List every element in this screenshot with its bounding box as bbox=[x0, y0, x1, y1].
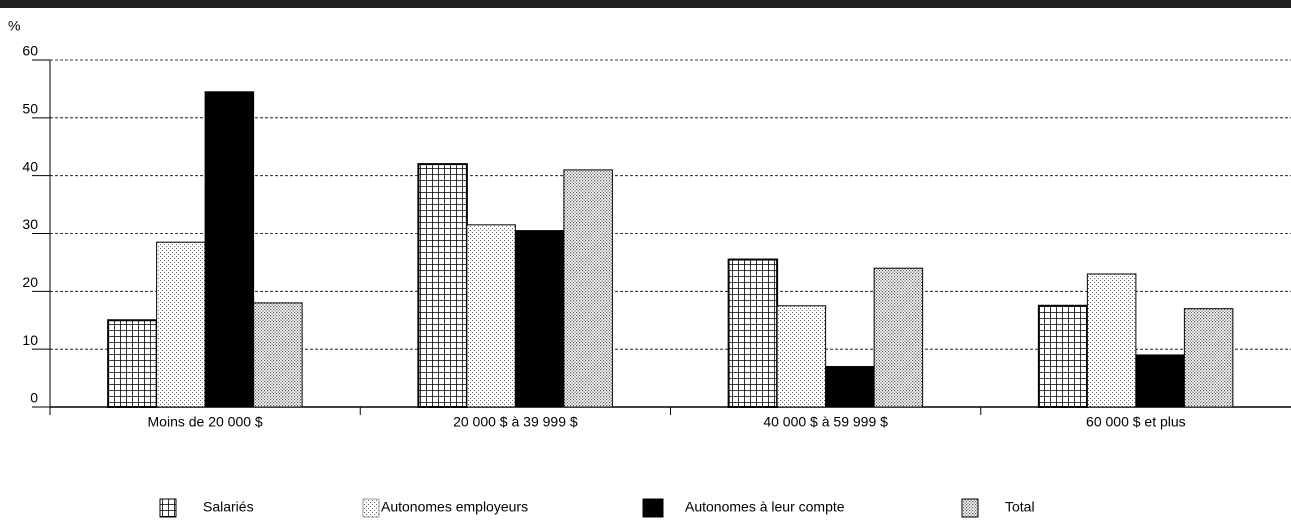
bar bbox=[873, 267, 924, 408]
legend-label: Autonomes employeurs bbox=[381, 499, 528, 515]
y-tick-label: 60 bbox=[22, 43, 38, 59]
y-tick-label: 50 bbox=[22, 101, 38, 117]
y-tick-label: 40 bbox=[22, 158, 38, 174]
y-axis-label: % bbox=[8, 18, 20, 34]
bar bbox=[156, 241, 206, 408]
y-tick-label: 10 bbox=[22, 332, 38, 348]
top-rule bbox=[0, 0, 1291, 8]
bar bbox=[107, 319, 158, 408]
bar bbox=[825, 366, 875, 408]
legend-swatch bbox=[362, 498, 380, 518]
bar bbox=[1086, 273, 1137, 408]
x-tick-label: 20 000 $ à 39 999 $ bbox=[453, 414, 578, 430]
x-tick-label: Moins de 20 000 $ bbox=[148, 414, 263, 430]
legend-label: Autonomes à leur compte bbox=[685, 499, 845, 515]
legend-label: Total bbox=[1005, 499, 1035, 515]
bar bbox=[466, 224, 516, 408]
legend-swatch bbox=[642, 498, 664, 518]
y-tick-label: 30 bbox=[22, 216, 38, 232]
legend-swatch bbox=[159, 498, 177, 518]
x-tick-label: 60 000 $ et plus bbox=[1086, 414, 1186, 430]
bar bbox=[1037, 304, 1089, 408]
bar bbox=[417, 163, 468, 408]
bar bbox=[1135, 354, 1185, 408]
y-tick-label: 20 bbox=[22, 274, 38, 290]
bar bbox=[514, 230, 565, 408]
bar bbox=[204, 91, 255, 408]
x-tick-label: 40 000 $ à 59 999 $ bbox=[763, 414, 888, 430]
legend-swatch bbox=[961, 498, 979, 518]
legend-label: Salariés bbox=[203, 499, 254, 515]
bar bbox=[253, 302, 303, 408]
bar bbox=[727, 258, 779, 408]
y-tick-label: 0 bbox=[30, 390, 38, 406]
bar bbox=[776, 305, 827, 408]
bar bbox=[563, 169, 613, 408]
bar bbox=[1183, 308, 1234, 408]
